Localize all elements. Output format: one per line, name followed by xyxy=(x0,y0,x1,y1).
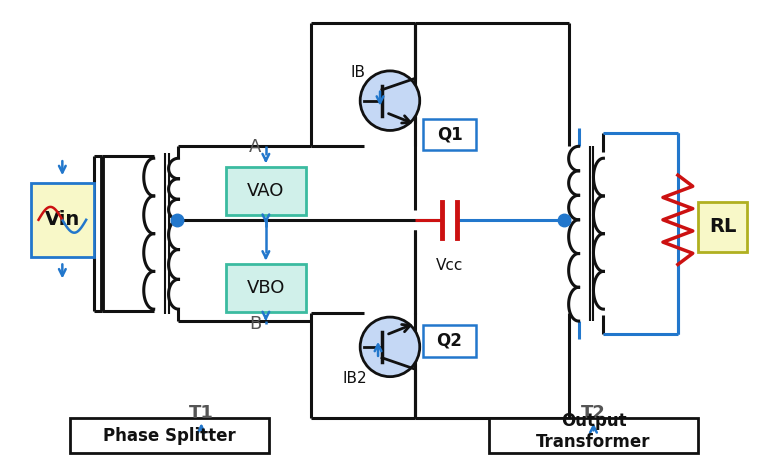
Text: Q1: Q1 xyxy=(437,125,462,143)
Circle shape xyxy=(360,71,420,131)
Text: T1: T1 xyxy=(189,404,214,422)
Text: VBO: VBO xyxy=(247,279,285,297)
Text: A: A xyxy=(249,138,261,156)
Text: Phase Splitter: Phase Splitter xyxy=(103,427,236,445)
Text: Q2: Q2 xyxy=(436,332,462,350)
Text: Vcc: Vcc xyxy=(435,257,463,273)
FancyBboxPatch shape xyxy=(71,418,269,453)
Text: T2: T2 xyxy=(581,404,606,422)
Text: IB: IB xyxy=(351,65,366,80)
FancyBboxPatch shape xyxy=(422,119,476,150)
Text: B: B xyxy=(249,315,261,333)
Text: Vin: Vin xyxy=(45,210,80,229)
Text: Output
Transformer: Output Transformer xyxy=(536,412,650,451)
Circle shape xyxy=(360,317,420,376)
FancyBboxPatch shape xyxy=(226,167,306,215)
Text: IB2: IB2 xyxy=(343,371,368,386)
Text: VAO: VAO xyxy=(247,182,285,200)
FancyBboxPatch shape xyxy=(31,183,94,256)
FancyBboxPatch shape xyxy=(489,418,697,453)
FancyBboxPatch shape xyxy=(226,264,306,312)
FancyBboxPatch shape xyxy=(697,202,747,251)
Text: RL: RL xyxy=(709,217,737,236)
FancyBboxPatch shape xyxy=(422,325,476,357)
